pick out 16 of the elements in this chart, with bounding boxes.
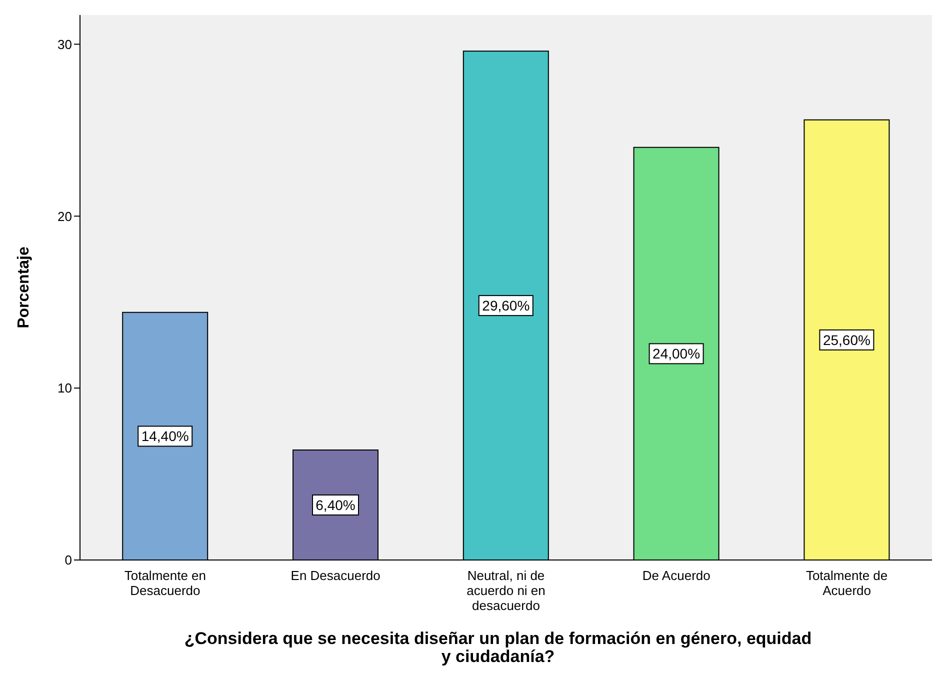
y-tick-label: 10 <box>58 380 72 396</box>
x-axis-title: ¿Considera que se necesita diseñar un plan de formación en género, equidad y ciudadanía? <box>183 629 813 666</box>
y-tick-label: 0 <box>64 552 72 568</box>
x-tick-label: Neutral, ni de acuerdo ni en desacuerdo <box>466 568 546 613</box>
data-label: 25,60% <box>822 332 870 348</box>
x-tick-label: De Acuerdo <box>642 568 710 583</box>
data-label: 29,60% <box>482 298 530 314</box>
x-tick-label: En Desacuerdo <box>290 568 380 583</box>
data-label: 24,00% <box>652 346 700 362</box>
x-tick-label: Totalmente en Desacuerdo <box>124 568 206 598</box>
y-tick-label: 20 <box>58 208 72 224</box>
y-axis-title: Porcentaje <box>16 246 33 328</box>
data-label: 14,40% <box>141 428 189 444</box>
data-label: 6,40% <box>316 496 356 513</box>
y-tick-label: 30 <box>58 36 72 52</box>
x-tick-label: Totalmente de Acuerdo <box>806 568 888 598</box>
